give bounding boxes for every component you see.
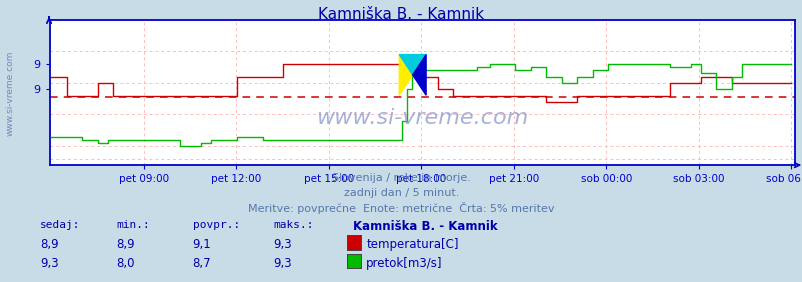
Text: temperatura[C]: temperatura[C]: [366, 238, 458, 251]
Text: pretok[m3/s]: pretok[m3/s]: [366, 257, 442, 270]
Text: 9,1: 9,1: [192, 238, 211, 251]
Text: 9,3: 9,3: [273, 238, 291, 251]
Text: 8,0: 8,0: [116, 257, 135, 270]
Text: 8,9: 8,9: [40, 238, 59, 251]
Text: 9,3: 9,3: [40, 257, 59, 270]
Polygon shape: [399, 55, 426, 75]
Text: 9,3: 9,3: [273, 257, 291, 270]
Text: sedaj:: sedaj:: [40, 220, 80, 230]
Text: povpr.:: povpr.:: [192, 220, 240, 230]
Text: www.si-vreme.com: www.si-vreme.com: [316, 109, 528, 129]
Text: 8,9: 8,9: [116, 238, 135, 251]
Text: min.:: min.:: [116, 220, 150, 230]
Text: Kamniška B. - Kamnik: Kamniška B. - Kamnik: [353, 220, 497, 233]
Text: 8,7: 8,7: [192, 257, 211, 270]
Polygon shape: [399, 55, 412, 95]
Text: www.si-vreme.com: www.si-vreme.com: [6, 50, 15, 136]
Text: Meritve: povprečne  Enote: metrične  Črta: 5% meritev: Meritve: povprečne Enote: metrične Črta:…: [248, 202, 554, 214]
Text: Kamniška B. - Kamnik: Kamniška B. - Kamnik: [318, 7, 484, 22]
Polygon shape: [412, 55, 426, 95]
Text: maks.:: maks.:: [273, 220, 313, 230]
Text: Slovenija / reke in morje.: Slovenija / reke in morje.: [332, 173, 470, 183]
Text: zadnji dan / 5 minut.: zadnji dan / 5 minut.: [343, 188, 459, 197]
